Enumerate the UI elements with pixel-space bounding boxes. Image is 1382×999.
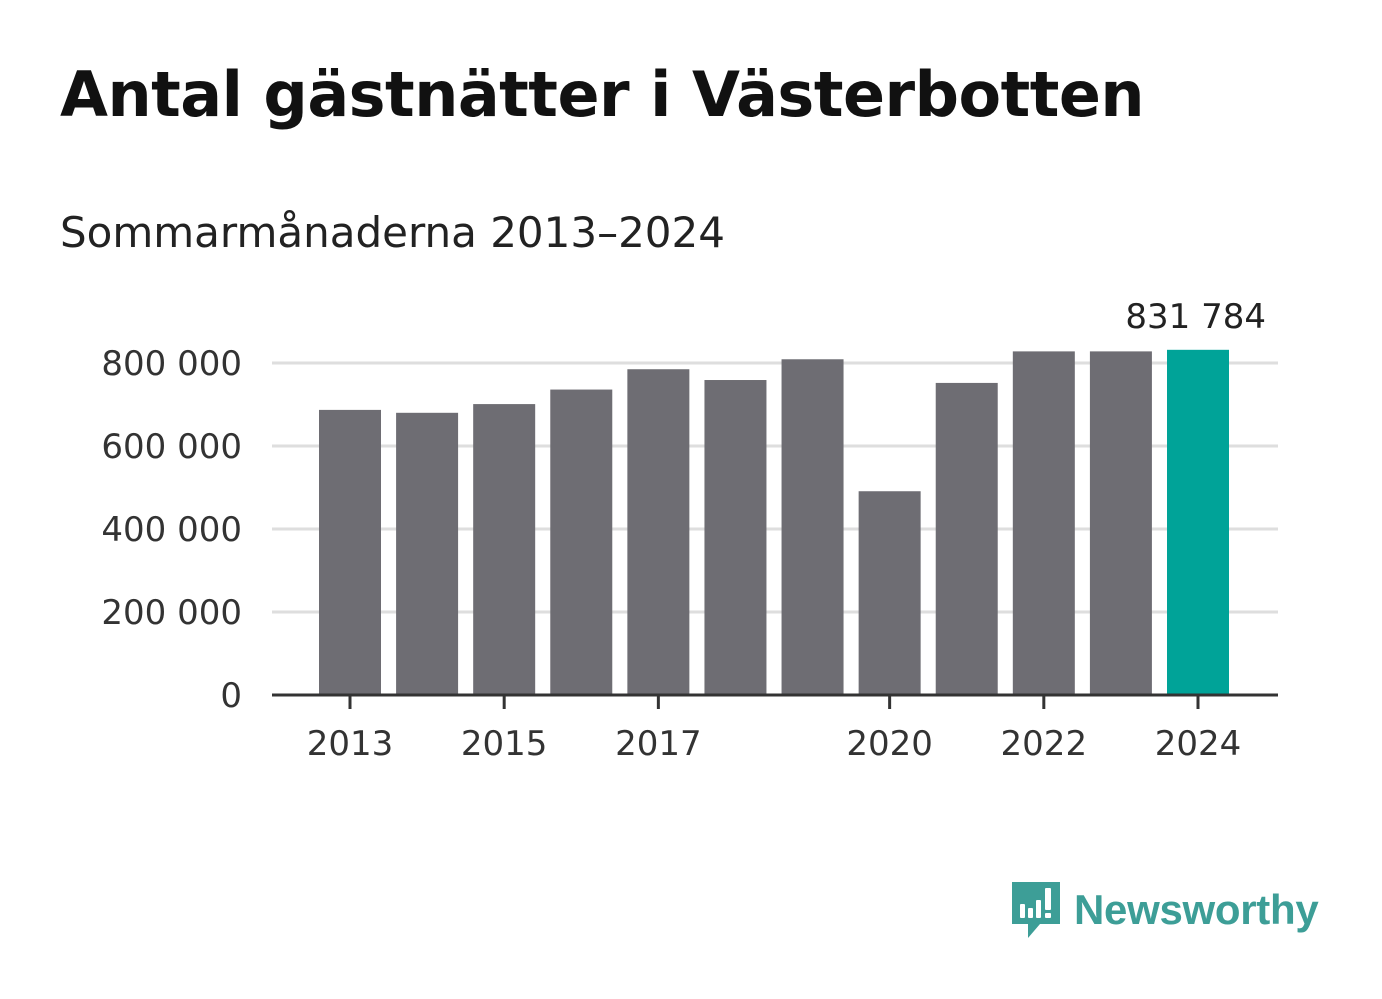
bar-2016 [550,389,613,695]
y-tick-label: 400 000 [101,510,242,550]
bar-2013 [319,409,381,695]
bar-2019 [781,359,844,695]
bar-2020 [858,491,921,695]
x-tick-label: 2022 [1001,724,1088,764]
bar-2024 [1167,349,1229,695]
data-labels: 831 784 [1125,297,1266,337]
bar-2023 [1089,351,1152,695]
bar-2017 [627,369,690,695]
chart-title: Antal gästnätter i Västerbotten [60,58,1145,131]
y-tick-label: 800 000 [101,344,242,384]
data-label-2024: 831 784 [1125,297,1266,337]
x-tick-label: 2015 [461,724,548,764]
bar-2022 [1012,351,1075,695]
x-tick-label: 2024 [1155,724,1242,764]
y-tick-label: 200 000 [101,593,242,633]
bars [319,349,1229,695]
y-tick-label: 0 [220,676,242,716]
bar-2014 [396,412,459,695]
x-tick-label: 2017 [615,724,702,764]
bar-2021 [935,382,998,695]
x-axis-ticks: 2013 2015 2017 2020 2022 2024 [307,695,1242,764]
bar-2015 [473,404,536,695]
chart-subtitle: Sommarmånaderna 2013–2024 [60,208,725,257]
y-tick-label: 600 000 [101,427,242,467]
x-tick-label: 2013 [307,724,394,764]
brand-name: Newsworthy [1074,886,1319,933]
x-tick-label: 2020 [846,724,933,764]
bar-2018 [704,380,767,695]
y-axis-ticks: 0 200 000 400 000 600 000 800 000 [101,344,242,716]
brand-logo: Newsworthy [1010,878,1319,942]
newsworthy-logo-icon [1012,882,1060,938]
